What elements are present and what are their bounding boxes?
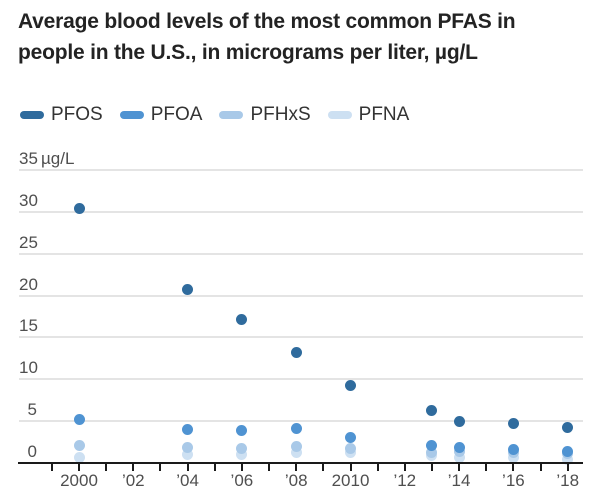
x-tick-2007 <box>268 464 271 471</box>
x-tick-2011 <box>376 464 379 471</box>
x-tick-2014 <box>458 464 461 471</box>
gridline-30 <box>19 210 583 213</box>
dot-pfna-2018 <box>562 454 574 466</box>
dot-pfoa-2018 <box>562 445 574 457</box>
x-tick-label-2010: 2010 <box>331 471 370 490</box>
x-tick-2016 <box>512 464 515 471</box>
legend-swatch-pfhxs <box>219 111 244 119</box>
legend-label-pfos: PFOS <box>51 104 103 125</box>
y-tick-label-20: 20 <box>19 274 38 294</box>
legend-label-pfhxs: PFHxS <box>250 104 311 125</box>
dot-pfna-2008 <box>290 447 302 459</box>
dot-pfoa-2014 <box>453 441 465 453</box>
dot-pfos-2008 <box>290 346 302 358</box>
x-tick-2001 <box>105 464 108 471</box>
x-tick-label-2006: ’06 <box>230 471 254 490</box>
x-axis-line <box>18 461 583 465</box>
dot-pfoa-2013 <box>426 439 438 451</box>
x-tick-label-2002: ’02 <box>121 471 145 490</box>
gridline-10 <box>19 378 583 381</box>
legend-swatch-pfoa <box>119 111 144 119</box>
x-tick-2005 <box>213 464 216 471</box>
x-tick-label-2000: 2000 <box>60 471 98 490</box>
x-tick-label-2014: ’14 <box>447 471 471 490</box>
x-tick-2006 <box>240 464 243 471</box>
dot-pfoa-2008 <box>290 423 302 435</box>
dot-pfna-2014 <box>453 451 465 463</box>
y-tick-label-35: 35 µg/L <box>19 149 75 168</box>
dot-pfos-2010 <box>345 379 356 391</box>
dot-pfoa-2016 <box>507 444 519 456</box>
x-tick-2002 <box>132 464 135 471</box>
dot-pfos-2004 <box>182 284 194 296</box>
dot-pfoa-2004 <box>182 424 194 435</box>
x-tick-2013 <box>430 464 433 471</box>
x-tick-2000 <box>78 464 80 471</box>
x-tick-2009 <box>322 464 325 471</box>
dot-pfos-2016 <box>507 418 519 430</box>
x-tick-label-2016: ’16 <box>502 471 525 490</box>
gridline-15 <box>19 336 583 339</box>
dot-pfos-2018 <box>562 421 574 433</box>
x-tick-2004 <box>186 464 189 471</box>
x-tick-label-2004: ’04 <box>176 471 199 490</box>
y-tick-label-15: 15 <box>19 316 38 336</box>
title-line-2: people in the U.S., in micrograms per li… <box>18 41 478 64</box>
legend-swatch-pfna <box>327 111 352 119</box>
gridline-20 <box>19 294 583 297</box>
gridline-35 <box>19 169 583 171</box>
x-tick-2017 <box>539 464 542 471</box>
y-tick-label-25: 25 <box>19 232 38 252</box>
gridline-5 <box>19 420 583 423</box>
x-tick-label-2008: ’08 <box>284 471 308 490</box>
y-tick-label-0: 0 <box>27 442 37 461</box>
dot-pfhxs-2006 <box>236 443 248 455</box>
legend-label-pfna: PFNA <box>358 104 410 125</box>
gridline-25 <box>19 252 583 255</box>
dot-pfhxs-2000 <box>73 439 85 451</box>
legend-item-pfos: PFOS <box>20 104 103 126</box>
dot-pfoa-2000 <box>73 413 85 425</box>
legend-item-pfoa: PFOA <box>119 104 203 126</box>
dot-pfos-2014 <box>453 415 465 427</box>
x-tick-2003 <box>159 464 162 471</box>
legend: PFOS PFOA PFHxS PFNA <box>20 102 409 128</box>
legend-item-pfhxs: PFHxS <box>219 104 311 126</box>
dot-pfna-2004 <box>182 449 194 461</box>
title-line-1: Average blood levels of the most common … <box>18 10 516 33</box>
x-tick-2012 <box>403 464 406 471</box>
dot-pfos-2000 <box>73 203 85 214</box>
dot-pfna-2006 <box>236 449 248 461</box>
dot-pfos-2013 <box>426 404 438 416</box>
page-title: Average blood levels of the most common … <box>18 6 593 68</box>
dot-pfhxs-2013 <box>426 446 438 458</box>
dot-pfhxs-2008 <box>290 440 302 452</box>
y-tick-label-5: 5 <box>27 400 37 420</box>
x-tick-label-2012: ’12 <box>393 471 417 490</box>
dot-pfoa-2006 <box>236 424 248 436</box>
x-tick-2008 <box>295 464 298 471</box>
dot-pfna-2000 <box>73 452 85 464</box>
dot-pfos-2006 <box>236 314 248 326</box>
dot-pfhxs-2010 <box>345 443 356 455</box>
legend-swatch-pfos <box>20 111 44 119</box>
x-tick-2015 <box>485 464 488 471</box>
x-tick-2018 <box>566 464 569 471</box>
legend-item-pfna: PFNA <box>327 104 410 126</box>
x-tick-2010 <box>349 464 352 471</box>
x-tick-1999 <box>50 464 53 471</box>
y-tick-label-30: 30 <box>19 190 38 210</box>
y-tick-label-10: 10 <box>19 358 38 378</box>
dot-pfhxs-2004 <box>182 441 194 453</box>
legend-label-pfoa: PFOA <box>150 104 203 125</box>
dot-pfoa-2010 <box>345 431 356 443</box>
x-tick-label-2018: ’18 <box>556 471 580 490</box>
